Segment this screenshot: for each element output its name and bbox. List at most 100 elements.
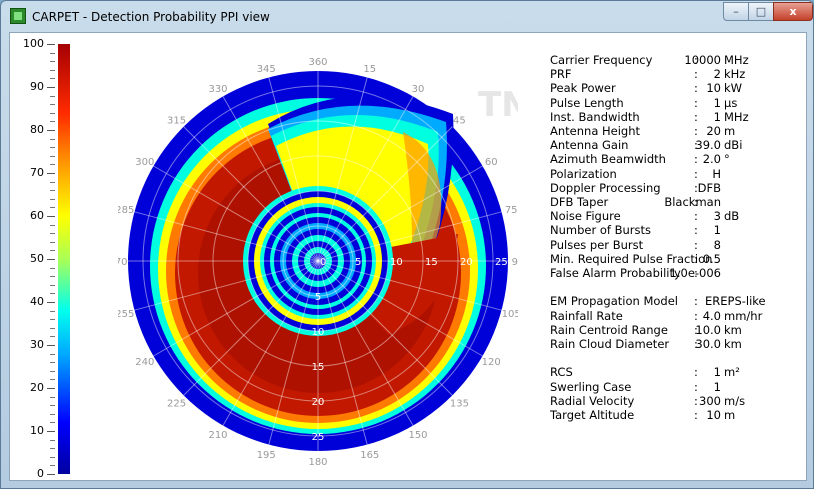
param-value: 1 [713, 365, 721, 380]
colorbar-minor-tick [50, 310, 55, 312]
param-unit: m² [724, 365, 740, 380]
param-colon: : [694, 81, 698, 96]
param-unit: m [724, 124, 736, 138]
colorbar-major-tick [47, 388, 55, 389]
colorbar-minor-tick [50, 155, 55, 157]
colorbar-minor-tick [50, 138, 55, 140]
colorbar-minor-tick [50, 422, 55, 424]
azimuth-label: 120 [482, 357, 501, 368]
param-row [550, 280, 804, 294]
param-name: Antenna Height [550, 124, 641, 138]
azimuth-spoke [268, 77, 319, 262]
param-colon: : [694, 266, 698, 280]
param-row: Swerling Case:1 [550, 380, 804, 394]
range-label-south: 20 [312, 397, 325, 408]
azimuth-label: 75 [505, 205, 518, 216]
range-label-east: 25 [495, 257, 508, 268]
azimuth-spoke [317, 260, 368, 445]
param-unit: dBi [724, 138, 743, 153]
colorbar-minor-tick [50, 413, 55, 415]
param-row: Radial Velocity:300 m/s [550, 394, 804, 408]
param-value: DFB [697, 180, 721, 195]
app-icon [10, 8, 26, 24]
azimuth-label: 105 [502, 309, 518, 320]
azimuth-label: 30 [412, 84, 425, 95]
azimuth-label: 45 [453, 116, 466, 127]
colorbar-minor-tick [50, 61, 55, 63]
colorbar-minor-tick [50, 233, 55, 235]
param-unit: mm/hr [724, 308, 763, 323]
param-unit: m/s [724, 393, 746, 408]
colorbar-minor-tick [50, 465, 55, 467]
param-row: Doppler Processing: DFB [550, 181, 804, 195]
param-name: Pulses per Burst [550, 237, 644, 252]
colorbar-minor-tick [50, 147, 55, 149]
param-colon: : [694, 180, 698, 195]
minimize-button[interactable]: – [723, 2, 749, 21]
colorbar-minor-tick [50, 276, 55, 278]
colorbar-major-tick [47, 345, 55, 346]
azimuth-spoke [317, 260, 502, 311]
param-colon: : [694, 138, 698, 153]
param-colon: : [694, 109, 698, 124]
azimuth-spoke [134, 260, 319, 311]
param-colon: : [694, 393, 698, 408]
param-row: RCS:1 m² [550, 365, 804, 379]
maximize-button[interactable]: □ [748, 2, 774, 21]
colorbar-gradient [58, 44, 70, 474]
range-ring [247, 190, 389, 332]
colorbar-minor-tick [50, 336, 55, 338]
param-colon: : [694, 308, 698, 323]
range-label-east: 20 [460, 257, 473, 268]
param-colon: : [694, 223, 698, 238]
range-label-east: 10 [390, 257, 403, 268]
range-ring [282, 225, 354, 297]
azimuth-spoke [153, 260, 319, 357]
colorbar-tick-label: 10 [30, 424, 44, 437]
azimuth-spoke [317, 260, 483, 357]
azimuth-label: 165 [360, 450, 379, 461]
azimuth-label: 240 [135, 357, 154, 368]
param-row: Pulse Length:1 µs [550, 96, 804, 110]
param-name: Azimuth Beamwidth [550, 152, 666, 167]
param-row: Polarization: H [550, 167, 804, 181]
param-colon: : [694, 124, 698, 138]
param-row: False Alarm Probability:1.0e-006 [550, 266, 804, 280]
param-value: 10 [706, 408, 721, 422]
param-colon: : [694, 67, 698, 82]
azimuth-spoke [183, 126, 319, 262]
colorbar-tick-label: 80 [30, 123, 44, 136]
param-unit: kHz [724, 67, 746, 82]
azimuth-spoke [317, 77, 368, 262]
azimuth-label: 285 [118, 205, 134, 216]
param-colon: : [694, 195, 698, 209]
param-unit: km [724, 337, 742, 351]
param-unit: m [724, 408, 736, 422]
azimuth-spoke [134, 211, 319, 262]
param-name: False Alarm Probability [550, 266, 681, 280]
param-name: Polarization [550, 166, 617, 181]
param-unit: MHz [724, 53, 749, 67]
range-label-south: 25 [312, 432, 325, 443]
colorbar-minor-tick [50, 121, 55, 123]
param-colon: : [694, 408, 698, 422]
azimuth-spoke [222, 260, 319, 426]
close-button[interactable]: x [773, 2, 813, 21]
azimuth-label: 330 [208, 84, 227, 95]
azimuth-label: 15 [363, 64, 376, 75]
param-row [550, 351, 804, 365]
param-name: RCS [550, 365, 573, 380]
param-name: DFB Taper [550, 195, 609, 209]
colorbar-minor-tick [50, 439, 55, 441]
colorbar-minor-tick [50, 241, 55, 243]
param-value: Blackman [664, 195, 721, 209]
colorbar-minor-tick [50, 52, 55, 54]
azimuth-spoke [222, 96, 319, 262]
title-bar[interactable]: CARPET - Detection Probability PPI view … [1, 1, 813, 33]
azimuth-label: 180 [308, 457, 327, 468]
param-name: Peak Power [550, 81, 616, 96]
param-value: 10.0 [695, 322, 721, 337]
azimuth-spoke [317, 126, 453, 262]
range-azimuth-grid [128, 71, 508, 451]
